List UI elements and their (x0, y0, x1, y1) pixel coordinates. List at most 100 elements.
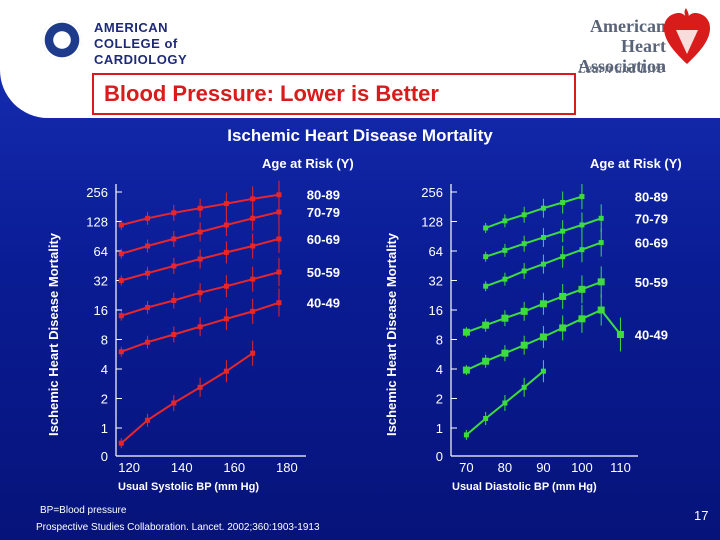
aha-logo-line-1: American Heart (590, 16, 666, 56)
y-tick-label: 16 (429, 303, 443, 318)
data-point (145, 270, 151, 276)
y-tick-label: 4 (101, 362, 108, 377)
data-point (483, 416, 489, 422)
series-age-label: 70-79 (635, 211, 668, 226)
y-tick-label: 8 (101, 333, 108, 348)
data-point (250, 350, 256, 356)
y-tick-label: 0 (101, 449, 108, 464)
y-tick-label: 256 (421, 185, 443, 200)
data-point (462, 366, 470, 374)
y-tick-label: 32 (429, 274, 443, 289)
data-point (197, 256, 203, 262)
data-point (463, 432, 469, 438)
data-point (462, 328, 470, 336)
diastolic-chart: 256 128 64 32 16 8 4 2 1 0 70 80 90 100 110 80-89 70-79 6… (421, 184, 668, 475)
data-point (118, 440, 124, 446)
citation: Prospective Studies Collaboration. Lance… (36, 522, 320, 533)
x-tick-label: 110 (610, 460, 631, 475)
series-70-79: 70-79 (483, 204, 668, 262)
data-point (559, 292, 567, 300)
y-tick-label: 1 (101, 421, 108, 436)
series-age-label: 60-69 (307, 232, 340, 247)
systolic-chart: 256 128 64 32 16 8 4 2 1 0 120 140 160 180 80-89 70-79 6… (86, 180, 340, 475)
data-point (197, 290, 203, 296)
y-tick-label: 8 (436, 333, 443, 348)
data-point (223, 201, 229, 207)
y-tick-label: 64 (429, 244, 443, 259)
data-point (250, 308, 256, 314)
aha-heart-torch-icon (664, 8, 710, 64)
series-age-label: 40-49 (307, 296, 340, 311)
data-point (521, 212, 527, 218)
data-point (540, 234, 546, 240)
data-point (501, 349, 509, 357)
y-tick-label: 2 (436, 392, 443, 407)
series-80-89: 80-89 (483, 184, 668, 233)
series-unlabeled (118, 340, 256, 449)
left-y-axis-label: Ischemic Heart Disease Mortality (46, 232, 61, 436)
series-line (485, 195, 583, 229)
data-point (560, 228, 566, 234)
series-70-79: 70-79 (118, 198, 340, 259)
y-tick-label: 2 (101, 392, 108, 407)
acc-logo-line-2: COLLEGE of (94, 36, 178, 51)
data-point (598, 215, 604, 221)
page-title: Blood Pressure: Lower is Better (104, 81, 439, 106)
series-age-label: 40-49 (635, 327, 668, 342)
data-point (223, 283, 229, 289)
right-x-axis-label: Usual Diastolic BP (mm Hg) (452, 481, 597, 493)
series-50-59: 50-59 (462, 266, 668, 338)
data-point (579, 222, 585, 228)
y-tick-label: 64 (94, 244, 108, 259)
data-point (502, 247, 508, 253)
data-point (521, 384, 527, 390)
title-box (92, 73, 576, 115)
data-point (520, 307, 528, 315)
series-age-label: 70-79 (307, 205, 340, 220)
data-point (578, 315, 586, 323)
data-point (145, 215, 151, 221)
data-point (250, 215, 256, 221)
data-point (276, 269, 282, 275)
data-point (616, 330, 624, 338)
data-point (197, 229, 203, 235)
series-age-label: 50-59 (307, 265, 340, 280)
data-point (597, 278, 605, 286)
data-point (197, 205, 203, 211)
series-age-label: 80-89 (635, 190, 668, 205)
y-tick-label: 128 (421, 215, 443, 230)
data-point (483, 254, 489, 260)
series-40-49: 40-49 (118, 288, 340, 357)
data-point (171, 210, 177, 216)
data-point (540, 261, 546, 267)
data-point (540, 205, 546, 211)
x-tick-label: 100 (571, 460, 593, 475)
data-point (597, 306, 605, 314)
data-point (539, 300, 547, 308)
x-tick-label: 120 (118, 460, 140, 475)
data-point (171, 400, 177, 406)
data-point (539, 333, 547, 341)
data-point (197, 324, 203, 330)
series-line (120, 352, 254, 444)
aha-logo-line-2: Association (577, 56, 666, 76)
series-age-label: 60-69 (635, 236, 668, 251)
y-tick-label: 32 (94, 274, 108, 289)
y-tick-label: 128 (86, 215, 108, 230)
acc-logo: AMERICAN COLLEGE of CARDIOLOGY (38, 14, 258, 70)
left-legend-title: Age at Risk (Y) (262, 156, 354, 171)
data-point (502, 218, 508, 224)
y-tick-label: 1 (436, 421, 443, 436)
data-point (560, 254, 566, 260)
x-tick-label: 140 (171, 460, 193, 475)
y-tick-label: 256 (86, 185, 108, 200)
data-point (171, 331, 177, 337)
data-point (579, 194, 585, 200)
acc-logo-line-1: AMERICAN (94, 20, 169, 35)
data-point (559, 324, 567, 332)
acc-logo-line-3: CARDIOLOGY (94, 52, 188, 67)
data-point (482, 321, 490, 329)
data-point (501, 314, 509, 322)
x-tick-label: 90 (536, 460, 550, 475)
